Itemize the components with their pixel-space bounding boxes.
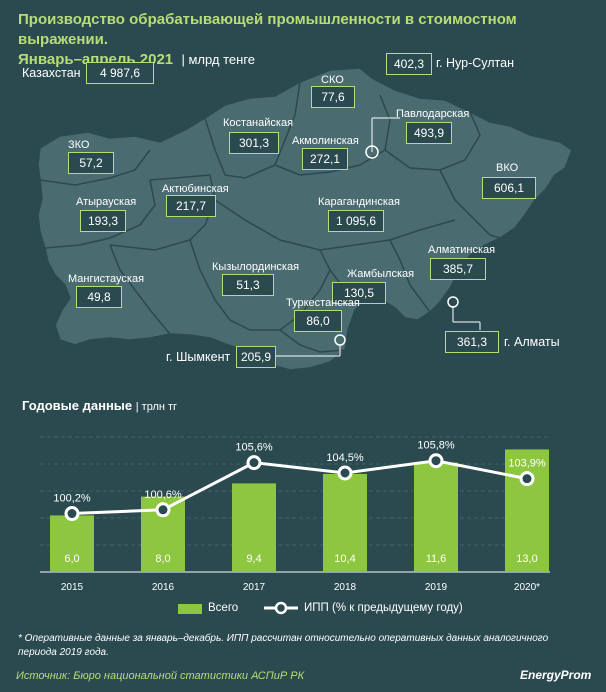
bar-value-label: 6,0 bbox=[64, 553, 79, 565]
legend-bar-label: Всего bbox=[208, 602, 239, 614]
border-almaty bbox=[389, 239, 431, 313]
ipp-point bbox=[155, 502, 171, 518]
region-value: 272,1 bbox=[302, 148, 348, 170]
region-label: ВКО bbox=[496, 162, 519, 174]
title-line1: Производство обрабатывающей промышленнос… bbox=[18, 11, 517, 48]
ipp-points bbox=[64, 453, 535, 522]
region-label: Мангистауская bbox=[68, 273, 145, 285]
region-label: Атырауская bbox=[76, 196, 137, 208]
border-vko bbox=[439, 169, 501, 239]
x-tick-label: 2018 bbox=[334, 582, 357, 593]
region-label: ЗКО bbox=[68, 139, 90, 151]
border-mangystau bbox=[109, 244, 171, 335]
region-value: 51,3 bbox=[222, 274, 274, 296]
legend-line-swatch bbox=[264, 601, 298, 615]
x-tick-label: 2015 bbox=[61, 582, 84, 593]
x-axis-ticks: 2015 2016 2017 2018 2019 2020* bbox=[61, 582, 540, 593]
region-label: Акмолинская bbox=[292, 135, 359, 147]
region-value: 205,9 bbox=[236, 346, 276, 368]
bar bbox=[505, 449, 549, 572]
ipp-value-label: 103,9% bbox=[508, 458, 546, 470]
ipp-point bbox=[64, 506, 80, 522]
x-tick-label: 2020* bbox=[514, 582, 540, 593]
bar-value-label: 9,4 bbox=[246, 553, 261, 565]
bar bbox=[414, 462, 458, 572]
region-label: СКО bbox=[321, 74, 344, 86]
region-label: Кызылординская bbox=[212, 261, 300, 273]
region-label: Туркестанская bbox=[286, 297, 360, 309]
chart-grid bbox=[40, 436, 550, 573]
region-label: Костанайская bbox=[223, 117, 294, 129]
ipp-value-label: 104,5% bbox=[326, 452, 364, 464]
ipp-point bbox=[519, 471, 535, 487]
bar-value-label: 10,4 bbox=[334, 553, 355, 565]
ipp-point bbox=[337, 465, 353, 481]
region-label: Павлодарская bbox=[396, 108, 470, 120]
region-value: 301,3 bbox=[229, 132, 279, 154]
bar bbox=[50, 515, 94, 572]
marker-nursultan bbox=[365, 145, 379, 159]
border-akmola bbox=[274, 94, 391, 176]
ipp-point bbox=[428, 453, 444, 469]
ipp-value-label: 105,6% bbox=[235, 442, 273, 454]
legend-bar-swatch bbox=[178, 604, 202, 614]
region-value: 193,3 bbox=[80, 210, 126, 232]
region-value: 217,7 bbox=[166, 195, 216, 217]
x-tick-label: 2016 bbox=[152, 582, 175, 593]
title-unit: | млрд тенге bbox=[181, 52, 256, 67]
border-kyzylorda bbox=[189, 239, 331, 331]
brand-logo: EnergyProm bbox=[520, 668, 592, 682]
marker-almaty bbox=[447, 296, 459, 308]
region-label: г. Алматы bbox=[504, 335, 560, 349]
source: Источник: Бюро национальной статистики А… bbox=[16, 670, 305, 682]
region-value: 1 095,6 bbox=[328, 210, 384, 232]
border-karaganda bbox=[214, 199, 456, 251]
ipp-point bbox=[246, 455, 262, 471]
marker-shymkent bbox=[334, 334, 346, 346]
region-label: Жамбылская bbox=[347, 268, 415, 280]
region-value: 77,6 bbox=[311, 86, 355, 108]
ipp-value-label: 105,8% bbox=[417, 440, 455, 452]
chart-bars bbox=[50, 449, 549, 572]
region-value: 493,9 bbox=[406, 122, 452, 144]
region-value: 130,5 bbox=[332, 282, 386, 304]
border-pavlodar bbox=[384, 111, 481, 171]
legend-line-label: ИПП (% к предыдущему году) bbox=[304, 602, 463, 614]
x-tick-label: 2019 bbox=[425, 582, 448, 593]
region-label: Карагандинская bbox=[318, 196, 400, 208]
ipp-point-labels: 100,2% 100,6% 105,6% 104,5% 105,8% 103,9% bbox=[53, 440, 546, 505]
chart-bar-labels: 6,0 8,0 9,4 10,4 11,6 13,0 bbox=[64, 553, 537, 565]
region-value: 385,7 bbox=[430, 258, 486, 280]
page-title: Производство обрабатывающей промышленнос… bbox=[18, 10, 606, 70]
region-value: 49,8 bbox=[76, 286, 122, 308]
region-value: 606,1 bbox=[482, 177, 536, 199]
region-value: 57,2 bbox=[68, 152, 114, 174]
annual-unit: | трлн тг bbox=[135, 401, 178, 413]
ipp-value-label: 100,6% bbox=[144, 489, 182, 501]
annual-title-text: Годовые данные bbox=[22, 398, 133, 413]
bar-value-label: 11,6 bbox=[426, 553, 447, 565]
footnote: * Оперативные данные за январь–декабрь. … bbox=[18, 633, 549, 658]
border-turkestan bbox=[279, 329, 346, 353]
region-value: 361,3 bbox=[445, 331, 499, 353]
annual-chart: 6,0 8,0 9,4 10,4 11,6 13,0 100,2% 100,6% 105,6%… bbox=[40, 436, 550, 593]
border-kostanai bbox=[204, 81, 301, 179]
total-label: Казахстан bbox=[22, 66, 81, 80]
bar bbox=[323, 473, 367, 572]
region-label: г. Шымкент bbox=[166, 350, 231, 364]
region-label: Актюбинская bbox=[162, 183, 229, 195]
region-label: Алматинская bbox=[428, 244, 496, 256]
border-zko bbox=[39, 149, 151, 186]
region-value: 402,3 bbox=[386, 53, 432, 75]
bar-value-label: 13,0 bbox=[516, 553, 537, 565]
total-value: 4 987,6 bbox=[86, 62, 154, 84]
ipp-value-label: 100,2% bbox=[53, 493, 91, 505]
bar bbox=[232, 483, 276, 572]
x-tick-label: 2017 bbox=[243, 582, 266, 593]
annual-title: Годовые данные | трлн тг bbox=[22, 398, 177, 413]
ipp-line bbox=[71, 459, 528, 516]
bar-value-label: 8,0 bbox=[155, 553, 170, 565]
region-label: г. Нур-Султан bbox=[436, 56, 514, 70]
region-value: 86,0 bbox=[294, 310, 342, 332]
